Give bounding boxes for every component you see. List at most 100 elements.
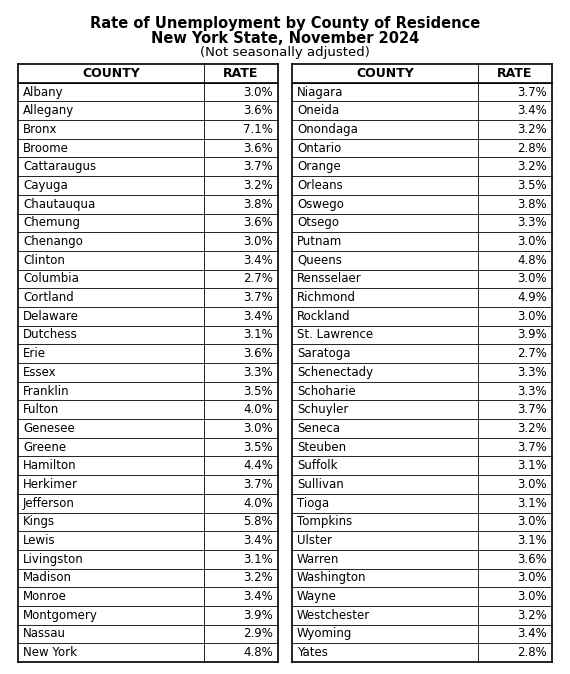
Text: Steuben: Steuben	[297, 441, 346, 454]
Text: 3.7%: 3.7%	[243, 291, 273, 304]
Text: 3.1%: 3.1%	[517, 497, 547, 510]
Text: 3.1%: 3.1%	[517, 459, 547, 472]
Text: 4.8%: 4.8%	[517, 253, 547, 267]
Text: Wyoming: Wyoming	[297, 627, 352, 640]
Text: 3.6%: 3.6%	[243, 104, 273, 117]
Text: 3.6%: 3.6%	[243, 142, 273, 154]
Text: Oneida: Oneida	[297, 104, 339, 117]
Text: 3.0%: 3.0%	[518, 572, 547, 584]
Text: 2.7%: 2.7%	[243, 272, 273, 285]
Text: 2.7%: 2.7%	[517, 347, 547, 360]
Text: 4.9%: 4.9%	[517, 291, 547, 304]
Text: Bronx: Bronx	[23, 123, 58, 136]
Text: 3.0%: 3.0%	[243, 86, 273, 98]
Text: (Not seasonally adjusted): (Not seasonally adjusted)	[200, 46, 370, 59]
Text: Cortland: Cortland	[23, 291, 74, 304]
Text: 3.4%: 3.4%	[517, 627, 547, 640]
Text: 3.0%: 3.0%	[518, 235, 547, 248]
Text: Hamilton: Hamilton	[23, 459, 76, 472]
Text: Greene: Greene	[23, 441, 66, 454]
Text: Orange: Orange	[297, 160, 341, 173]
Text: RATE: RATE	[497, 67, 532, 80]
Text: Dutchess: Dutchess	[23, 328, 78, 342]
Text: Erie: Erie	[23, 347, 46, 360]
Text: Yates: Yates	[297, 646, 328, 659]
Text: 3.4%: 3.4%	[517, 104, 547, 117]
Text: 3.0%: 3.0%	[518, 310, 547, 323]
Text: 3.7%: 3.7%	[517, 441, 547, 454]
Text: 3.4%: 3.4%	[243, 310, 273, 323]
Text: Sullivan: Sullivan	[297, 478, 344, 491]
Text: 3.0%: 3.0%	[518, 478, 547, 491]
Text: New York: New York	[23, 646, 77, 659]
Text: RATE: RATE	[223, 67, 259, 80]
Text: Clinton: Clinton	[23, 253, 65, 267]
Text: 3.0%: 3.0%	[243, 235, 273, 248]
Text: Saratoga: Saratoga	[297, 347, 351, 360]
Text: 3.1%: 3.1%	[243, 328, 273, 342]
Text: Nassau: Nassau	[23, 627, 66, 640]
Text: 3.8%: 3.8%	[243, 197, 273, 211]
Text: Lewis: Lewis	[23, 534, 56, 547]
Text: 3.9%: 3.9%	[517, 328, 547, 342]
Text: Cattaraugus: Cattaraugus	[23, 160, 96, 173]
Text: Schuyler: Schuyler	[297, 403, 348, 417]
Text: Chenango: Chenango	[23, 235, 83, 248]
Text: Queens: Queens	[297, 253, 342, 267]
Text: 3.2%: 3.2%	[243, 572, 273, 584]
Text: Franklin: Franklin	[23, 385, 70, 398]
Text: 3.2%: 3.2%	[517, 160, 547, 173]
Text: 3.6%: 3.6%	[243, 347, 273, 360]
Text: 3.2%: 3.2%	[517, 123, 547, 136]
Text: 3.8%: 3.8%	[518, 197, 547, 211]
Text: COUNTY: COUNTY	[82, 67, 140, 80]
Text: 3.2%: 3.2%	[517, 422, 547, 435]
Text: 4.0%: 4.0%	[243, 403, 273, 417]
Text: Oswego: Oswego	[297, 197, 344, 211]
Text: 3.3%: 3.3%	[243, 366, 273, 379]
Text: Montgomery: Montgomery	[23, 609, 98, 622]
Text: 4.8%: 4.8%	[243, 646, 273, 659]
Text: 3.7%: 3.7%	[243, 478, 273, 491]
Text: 3.6%: 3.6%	[517, 553, 547, 565]
Text: 3.6%: 3.6%	[243, 216, 273, 229]
Text: 2.9%: 2.9%	[243, 627, 273, 640]
Text: Delaware: Delaware	[23, 310, 79, 323]
Text: Rockland: Rockland	[297, 310, 351, 323]
Text: Kings: Kings	[23, 516, 55, 528]
Text: Schenectady: Schenectady	[297, 366, 373, 379]
Text: 3.3%: 3.3%	[518, 385, 547, 398]
Text: Fulton: Fulton	[23, 403, 59, 417]
Text: 3.4%: 3.4%	[243, 590, 273, 603]
Text: 3.5%: 3.5%	[518, 179, 547, 192]
Text: Rate of Unemployment by County of Residence: Rate of Unemployment by County of Reside…	[90, 16, 480, 31]
Text: Niagara: Niagara	[297, 86, 343, 98]
Text: Genesee: Genesee	[23, 422, 75, 435]
Text: Rensselaer: Rensselaer	[297, 272, 362, 285]
Text: Warren: Warren	[297, 553, 339, 565]
Text: 7.1%: 7.1%	[243, 123, 273, 136]
Text: Albany: Albany	[23, 86, 64, 98]
Text: 3.7%: 3.7%	[243, 160, 273, 173]
Text: 2.8%: 2.8%	[517, 646, 547, 659]
Text: 3.0%: 3.0%	[518, 590, 547, 603]
Text: Chemung: Chemung	[23, 216, 80, 229]
Text: 3.7%: 3.7%	[517, 403, 547, 417]
Text: 4.4%: 4.4%	[243, 459, 273, 472]
Text: 3.5%: 3.5%	[243, 441, 273, 454]
Text: Madison: Madison	[23, 572, 72, 584]
Text: Herkimer: Herkimer	[23, 478, 78, 491]
Text: 3.4%: 3.4%	[243, 253, 273, 267]
Text: Seneca: Seneca	[297, 422, 340, 435]
Text: 2.8%: 2.8%	[517, 142, 547, 154]
Text: St. Lawrence: St. Lawrence	[297, 328, 373, 342]
Text: Columbia: Columbia	[23, 272, 79, 285]
Text: 5.8%: 5.8%	[243, 516, 273, 528]
Text: Orleans: Orleans	[297, 179, 343, 192]
Text: COUNTY: COUNTY	[356, 67, 414, 80]
Text: Washington: Washington	[297, 572, 367, 584]
Text: 3.0%: 3.0%	[243, 422, 273, 435]
Text: Tioga: Tioga	[297, 497, 329, 510]
Text: Onondaga: Onondaga	[297, 123, 358, 136]
Text: Broome: Broome	[23, 142, 69, 154]
